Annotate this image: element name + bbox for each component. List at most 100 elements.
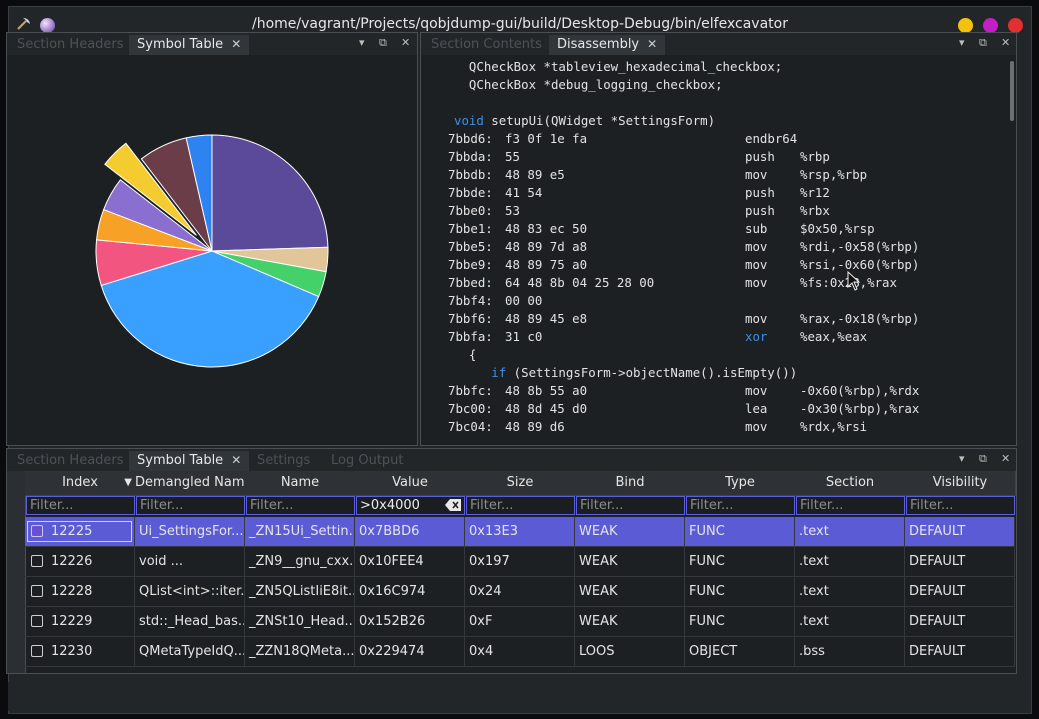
table-cell-demangled[interactable]: QList<int>::iter... bbox=[135, 577, 245, 607]
column-filter-input[interactable]: Filter... bbox=[576, 496, 685, 515]
table-cell-section[interactable]: .text bbox=[795, 517, 905, 547]
row-header-column[interactable] bbox=[7, 471, 26, 673]
column-filter-input[interactable]: Filter... bbox=[466, 496, 575, 515]
disasm-scrollbar[interactable] bbox=[1010, 61, 1014, 121]
table-cell-size[interactable]: 0x13E3 bbox=[465, 517, 575, 547]
table-cell-type[interactable]: FUNC bbox=[685, 577, 795, 607]
table-cell-section[interactable]: .text bbox=[795, 547, 905, 577]
table-cell-value[interactable]: 0x10FEE4 bbox=[355, 547, 465, 577]
tab-settings[interactable]: Settings bbox=[249, 451, 318, 471]
clear-filter-icon[interactable] bbox=[445, 499, 461, 514]
maximize-button[interactable] bbox=[983, 18, 998, 33]
tab-log-output[interactable]: Log Output bbox=[323, 451, 412, 471]
column-header[interactable]: Bind bbox=[575, 471, 686, 496]
table-cell-size[interactable]: 0xF bbox=[465, 607, 575, 637]
table-cell-index[interactable]: 12228 bbox=[25, 577, 135, 607]
table-cell-index[interactable]: 12229 bbox=[25, 607, 135, 637]
table-cell-size[interactable]: 0x24 bbox=[465, 577, 575, 607]
table-cell-bind[interactable]: WEAK bbox=[575, 577, 685, 607]
table-cell-name[interactable]: _ZN15Ui_Settin... bbox=[245, 517, 355, 547]
table-cell-name[interactable]: _ZNSt10_Head... bbox=[245, 607, 355, 637]
tab-section-headers[interactable]: Section Headers bbox=[9, 451, 132, 471]
table-cell-visibility[interactable]: DEFAULT bbox=[905, 577, 1015, 607]
tab-disassembly[interactable]: Disassembly ✕ bbox=[549, 35, 666, 55]
column-header[interactable]: Index ▼ bbox=[25, 471, 136, 496]
pane-float-icon[interactable]: ⧉ bbox=[979, 36, 987, 49]
table-cell-value[interactable]: 0x7BBD6 bbox=[355, 517, 465, 547]
table-cell-index[interactable]: 12226 bbox=[25, 547, 135, 577]
close-tab-icon[interactable]: ✕ bbox=[231, 453, 242, 467]
table-cell-section[interactable]: .text bbox=[795, 577, 905, 607]
tab-symbol-table[interactable]: Symbol Table ✕ bbox=[129, 451, 250, 471]
table-cell-type[interactable]: FUNC bbox=[685, 547, 795, 577]
table-cell-demangled[interactable]: Ui_SettingsFor... bbox=[135, 517, 245, 547]
column-header[interactable]: Name bbox=[245, 471, 356, 496]
pie-slice[interactable] bbox=[211, 134, 329, 252]
symbol-table[interactable]: Index ▼ Filter... Demangled Name Filter... Na… bbox=[7, 471, 1016, 673]
table-cell-section[interactable]: .text bbox=[795, 607, 905, 637]
table-cell-value[interactable]: 0x16C974 bbox=[355, 577, 465, 607]
column-filter-input[interactable]: Filter... bbox=[26, 496, 135, 515]
column-header[interactable]: Visibility bbox=[905, 471, 1016, 496]
table-cell-visibility[interactable]: DEFAULT bbox=[905, 637, 1015, 667]
table-cell-bind[interactable]: WEAK bbox=[575, 607, 685, 637]
table-row[interactable]: 12229 std::_Head_bas... _ZNSt10_Head... 0x1… bbox=[25, 607, 1015, 637]
row-checkbox[interactable] bbox=[31, 555, 43, 567]
row-checkbox[interactable] bbox=[31, 585, 43, 597]
column-filter-input[interactable]: >0x4000 bbox=[356, 496, 465, 515]
table-row[interactable]: 12230 QMetaTypeIdQ... _ZZN18QMeta... 0x2294… bbox=[25, 637, 1015, 667]
column-filter-input[interactable]: Filter... bbox=[796, 496, 905, 515]
row-checkbox[interactable] bbox=[31, 525, 43, 537]
column-header[interactable]: Size bbox=[465, 471, 576, 496]
table-cell-name[interactable]: _ZN5QListIiE8it... bbox=[245, 577, 355, 607]
disassembly-view[interactable]: QCheckBox *tableview_hexadecimal_checkbo… bbox=[421, 55, 1004, 445]
row-checkbox[interactable] bbox=[31, 615, 43, 627]
tab-symbol-table[interactable]: Symbol Table ✕ bbox=[129, 35, 250, 55]
table-cell-bind[interactable]: WEAK bbox=[575, 517, 685, 547]
table-cell-visibility[interactable]: DEFAULT bbox=[905, 517, 1015, 547]
table-cell-demangled[interactable]: std::_Head_bas... bbox=[135, 607, 245, 637]
column-header[interactable]: Value bbox=[355, 471, 466, 496]
tab-section-contents[interactable]: Section Contents bbox=[423, 35, 550, 55]
sort-descending-icon[interactable]: ▼ bbox=[124, 477, 132, 488]
table-cell-name[interactable]: _ZN9__gnu_cxx... bbox=[245, 547, 355, 577]
column-header[interactable]: Demangled Name bbox=[135, 471, 246, 496]
pie-slice[interactable] bbox=[100, 250, 320, 368]
table-cell-index[interactable]: 12230 bbox=[25, 637, 135, 667]
table-cell-value[interactable]: 0x152B26 bbox=[355, 607, 465, 637]
table-row[interactable]: 12228 QList<int>::iter... _ZN5QListIiE8it.… bbox=[25, 577, 1015, 607]
pane-close-icon[interactable]: ✕ bbox=[1001, 36, 1011, 49]
table-cell-bind[interactable]: WEAK bbox=[575, 547, 685, 577]
table-cell-name[interactable]: _ZZN18QMeta... bbox=[245, 637, 355, 667]
close-tab-icon[interactable]: ✕ bbox=[231, 37, 242, 51]
table-cell-demangled[interactable]: void ... bbox=[135, 547, 245, 577]
close-tab-icon[interactable]: ✕ bbox=[647, 37, 658, 51]
table-row[interactable]: 12225 Ui_SettingsFor... _ZN15Ui_Settin... 0… bbox=[25, 517, 1015, 547]
table-cell-visibility[interactable]: DEFAULT bbox=[905, 607, 1015, 637]
table-cell-type[interactable]: FUNC bbox=[685, 517, 795, 547]
pie-slice[interactable] bbox=[185, 134, 213, 252]
pane-close-icon[interactable]: ✕ bbox=[1001, 452, 1011, 465]
pane-menu-icon[interactable]: ▾ bbox=[959, 452, 965, 465]
column-header[interactable]: Section bbox=[795, 471, 906, 496]
table-cell-type[interactable]: OBJECT bbox=[685, 637, 795, 667]
pane-close-icon[interactable]: ✕ bbox=[401, 36, 411, 49]
table-cell-value[interactable]: 0x229474 bbox=[355, 637, 465, 667]
pane-float-icon[interactable]: ⧉ bbox=[979, 452, 987, 465]
pane-float-icon[interactable]: ⧉ bbox=[379, 36, 387, 49]
minimize-button[interactable] bbox=[958, 18, 973, 33]
app-orb-icon[interactable] bbox=[40, 18, 55, 33]
table-cell-section[interactable]: .bss bbox=[795, 637, 905, 667]
table-cell-size[interactable]: 0x197 bbox=[465, 547, 575, 577]
table-cell-type[interactable]: FUNC bbox=[685, 607, 795, 637]
table-row[interactable]: 12226 void ... _ZN9__gnu_cxx... 0x10FEE4 0x1… bbox=[25, 547, 1015, 577]
table-cell-visibility[interactable]: DEFAULT bbox=[905, 547, 1015, 577]
pane-menu-icon[interactable]: ▾ bbox=[959, 36, 965, 49]
column-filter-input[interactable]: Filter... bbox=[906, 496, 1015, 515]
pane-menu-icon[interactable]: ▾ bbox=[359, 36, 365, 49]
table-cell-size[interactable]: 0x4 bbox=[465, 637, 575, 667]
tab-section-headers[interactable]: Section Headers bbox=[9, 35, 132, 55]
column-filter-input[interactable]: Filter... bbox=[136, 496, 245, 515]
column-filter-input[interactable]: Filter... bbox=[246, 496, 355, 515]
pickaxe-icon[interactable] bbox=[17, 17, 31, 31]
